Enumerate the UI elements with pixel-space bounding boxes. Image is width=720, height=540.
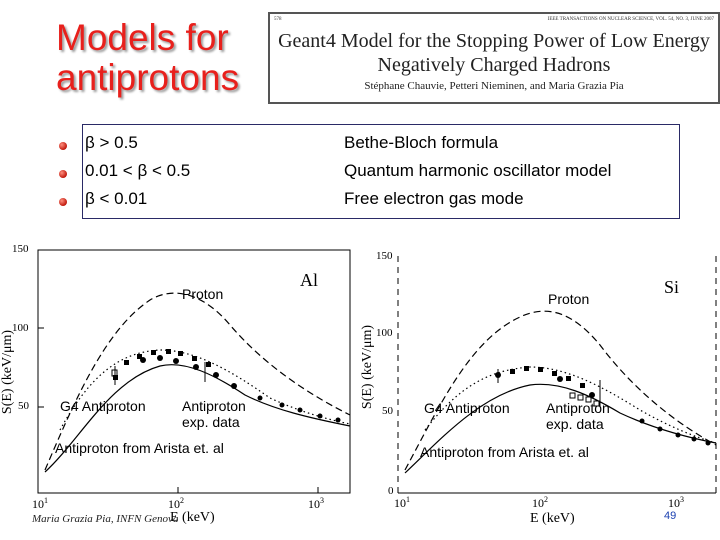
regime-model: Bethe-Bloch formula: [344, 133, 499, 152]
plot-al-graphics: [37, 249, 351, 494]
x-tick-label: 103: [308, 496, 324, 511]
page-number: 49: [664, 510, 677, 522]
y-tick-label: 100: [376, 327, 393, 339]
paper-title-line1: Geant4 Model for the Stopping Power of L…: [278, 30, 710, 52]
plot-si-graphics: [397, 256, 717, 494]
paper-page-number: 578: [274, 17, 282, 22]
y-axis-label: S(E) (keV/μm): [360, 324, 375, 410]
stopping-power-plot-al: S(E) (keV/μm) 50 100 150 101 102 103 E (…: [0, 240, 356, 540]
g4-antiproton-label: G4 Antiproton: [424, 400, 510, 416]
paper-authors: Stéphane Chauvie, Petteri Nieminen, and …: [364, 80, 624, 92]
g4-antiproton-label: G4 Antiproton: [60, 398, 146, 414]
regime-condition: β < 0.01: [85, 189, 148, 208]
slide-footer: Maria Grazia Pia, INFN Genova: [32, 513, 179, 525]
bullet-icon: [59, 142, 67, 150]
paper-title-line2: Negatively Charged Hadrons: [377, 54, 611, 76]
bullet-icon: [59, 170, 67, 178]
x-axis-label: E (keV): [170, 510, 215, 525]
x-axis-label: E (keV): [530, 511, 575, 526]
antiproton-exp-label: Antiproton exp. data: [546, 400, 610, 432]
antiproton-arista-label: Antiproton from Arista et. al: [55, 440, 224, 456]
slide-title-line2: antiprotons: [56, 57, 240, 98]
paper-journal-header: IEEE TRANSACTIONS ON NUCLEAR SCIENCE, VO…: [547, 17, 714, 22]
y-tick-label: 0: [388, 485, 394, 497]
proton-label: Proton: [182, 286, 224, 302]
y-tick-label: 50: [382, 405, 393, 417]
y-tick-label: 100: [12, 322, 29, 334]
y-tick-label: 50: [18, 400, 29, 412]
regime-condition: 0.01 < β < 0.5: [85, 161, 191, 180]
slide-title: Models for antiprotons: [56, 18, 266, 98]
stopping-power-plot-si: S(E) (keV/μm) 0 50 100 150 101 102 103 E…: [360, 245, 720, 540]
material-label: Al: [300, 270, 318, 290]
y-tick-label: 150: [376, 250, 393, 262]
x-tick-label: 103: [668, 495, 684, 510]
x-tick-label: 101: [32, 496, 48, 511]
material-label: Si: [664, 277, 680, 297]
x-tick-label: 101: [394, 495, 410, 510]
paper-header-image: 578 IEEE TRANSACTIONS ON NUCLEAR SCIENCE…: [268, 12, 720, 104]
slide-title-line1: Models for: [56, 17, 229, 58]
x-tick-label: 102: [168, 496, 184, 511]
model-regime-box: β > 0.5 Bethe-Bloch formula 0.01 < β < 0…: [59, 124, 680, 219]
x-tick-label: 102: [532, 495, 548, 510]
regime-model: Quantum harmonic oscillator model: [344, 161, 612, 180]
proton-label: Proton: [548, 291, 590, 307]
antiproton-arista-label: Antiproton from Arista et. al: [420, 444, 589, 460]
antiproton-exp-label: Antiproton exp. data: [182, 398, 246, 430]
regime-condition: β > 0.5: [85, 133, 138, 152]
regime-model: Free electron gas mode: [344, 189, 524, 208]
y-tick-label: 150: [12, 243, 29, 255]
bullet-icon: [59, 198, 67, 206]
